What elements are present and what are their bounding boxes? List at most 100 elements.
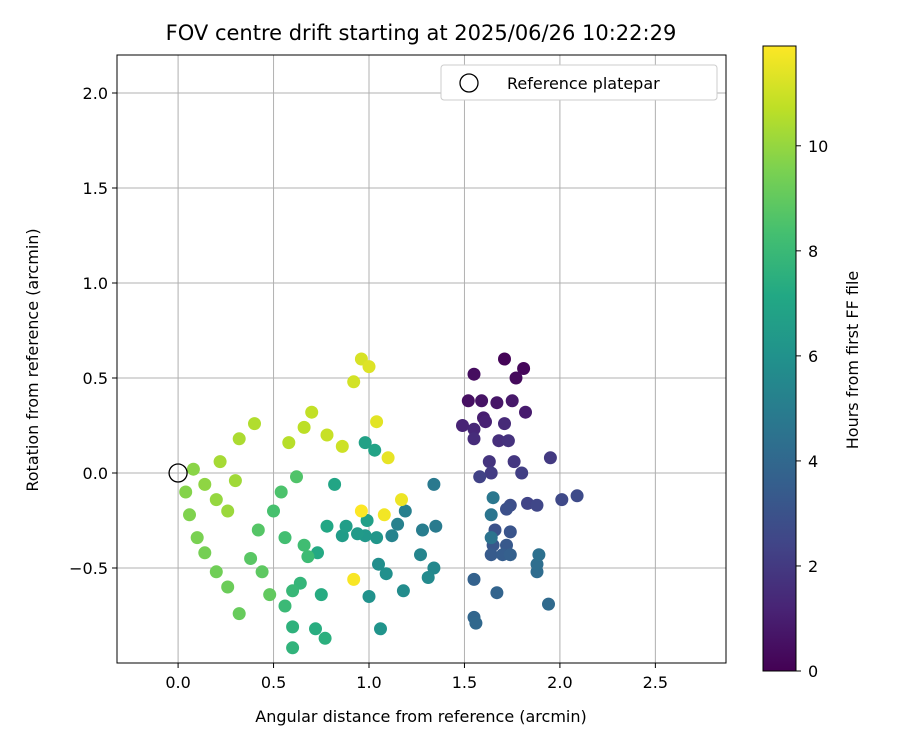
scatter-point	[391, 517, 405, 531]
colorbar	[762, 45, 797, 672]
chart-title: FOV centre drift starting at 2025/06/26 …	[166, 21, 677, 45]
grid	[117, 55, 726, 663]
scatter-point	[198, 546, 212, 560]
scatter-point	[484, 466, 498, 480]
y-tick-label: −0.5	[69, 559, 108, 578]
scatter-point	[398, 504, 412, 518]
scatter-point	[498, 352, 511, 366]
colorbar-tick-label: 6	[808, 347, 818, 366]
scatter-point	[183, 508, 196, 522]
scatter-point	[351, 527, 364, 541]
colorbar-tick-label: 4	[808, 452, 818, 471]
x-tick-label: 2.0	[547, 673, 572, 692]
colorbar-ticks: 0 2 4 6 8 10	[796, 137, 828, 681]
scatter-point	[305, 405, 319, 419]
scatter-point	[314, 588, 328, 602]
scatter-point	[429, 519, 443, 533]
scatter-point	[414, 548, 427, 562]
colorbar-tick-label: 8	[808, 242, 818, 261]
scatter-point	[372, 557, 385, 571]
legend-marker-reference	[459, 73, 479, 93]
scatter-point	[368, 443, 382, 457]
scatter-point	[484, 548, 498, 562]
scatter-point	[570, 489, 584, 503]
x-axis-label: Angular distance from reference (arcmin)	[255, 707, 586, 726]
scatter-point	[421, 571, 435, 584]
scatter-point	[498, 417, 511, 431]
scatter-point	[209, 493, 223, 507]
scatter-point	[297, 420, 311, 434]
scatter-point	[286, 620, 300, 634]
scatter-point	[374, 622, 387, 636]
scatter-point	[467, 572, 481, 586]
x-tick-label: 2.5	[643, 673, 668, 692]
scatter-point	[543, 451, 557, 465]
scatter-point	[358, 436, 372, 450]
x-tick-label: 1.0	[356, 673, 381, 692]
scatter-point	[482, 455, 496, 469]
scatter-point	[377, 508, 391, 522]
scatter-point	[179, 485, 193, 499]
scatter-point	[274, 485, 288, 499]
scatter-point	[263, 588, 277, 602]
scatter-point	[370, 531, 384, 545]
scatter-point	[542, 597, 555, 611]
scatter-point	[427, 561, 441, 575]
scatter-point	[381, 451, 395, 465]
scatter-point	[370, 415, 384, 429]
scatter-point	[320, 519, 334, 533]
legend: Reference platepar	[440, 64, 718, 101]
scatter-point	[347, 572, 361, 586]
scatter-point	[190, 531, 204, 545]
scatter-point	[395, 493, 408, 507]
scatter-point	[255, 565, 269, 579]
scatter-point	[515, 466, 529, 480]
scatter-point	[427, 477, 441, 491]
scatter-point	[318, 631, 332, 645]
scatter-point	[354, 504, 368, 518]
x-axis-ticks: 0.0 0.5 1.0 1.5 2.0 2.5	[165, 663, 668, 692]
scatter-point	[530, 498, 544, 512]
colorbar-tick-label: 0	[808, 662, 818, 681]
scatter-point	[339, 519, 353, 533]
scatter-point	[517, 362, 531, 375]
scatter-point	[473, 470, 487, 484]
scatter-point	[232, 607, 246, 621]
scatter-point	[282, 436, 296, 450]
scatter-point	[301, 550, 315, 564]
scatter-point	[503, 525, 517, 539]
scatter-point	[507, 455, 521, 469]
y-tick-label: 0.0	[83, 464, 108, 483]
colorbar-tick-label: 2	[808, 557, 818, 576]
scatter-point	[484, 531, 498, 545]
scatter-point	[320, 428, 334, 442]
scatter-point	[503, 548, 517, 562]
y-tick-label: 2.0	[83, 84, 108, 103]
scatter-point	[267, 504, 280, 518]
scatter-point	[416, 523, 429, 537]
scatter-point	[251, 523, 265, 537]
scatter-point	[278, 531, 292, 545]
scatter-point	[490, 586, 504, 600]
scatter-point	[469, 616, 483, 630]
scatter-point	[286, 584, 300, 598]
scatter-point	[456, 419, 469, 432]
x-tick-label: 1.5	[452, 673, 477, 692]
scatter-point	[248, 417, 261, 431]
scatter-point	[309, 622, 322, 636]
scatter-point	[335, 439, 349, 453]
scatter-point	[221, 580, 235, 594]
scatter-point	[467, 432, 481, 446]
plot-area	[116, 54, 727, 664]
y-axis-ticks: −0.5 0.0 0.5 1.0 1.5 2.0	[69, 84, 117, 578]
scatter-points	[179, 352, 584, 655]
scatter-point	[198, 477, 212, 491]
legend-box	[440, 64, 718, 101]
scatter-point	[290, 470, 303, 484]
x-tick-label: 0.0	[165, 673, 190, 692]
scatter-point	[379, 567, 393, 581]
scatter-point	[492, 434, 506, 448]
colorbar-tick-label: 10	[808, 137, 828, 156]
scatter-point	[532, 548, 546, 562]
legend-label-reference: Reference platepar	[507, 74, 660, 93]
